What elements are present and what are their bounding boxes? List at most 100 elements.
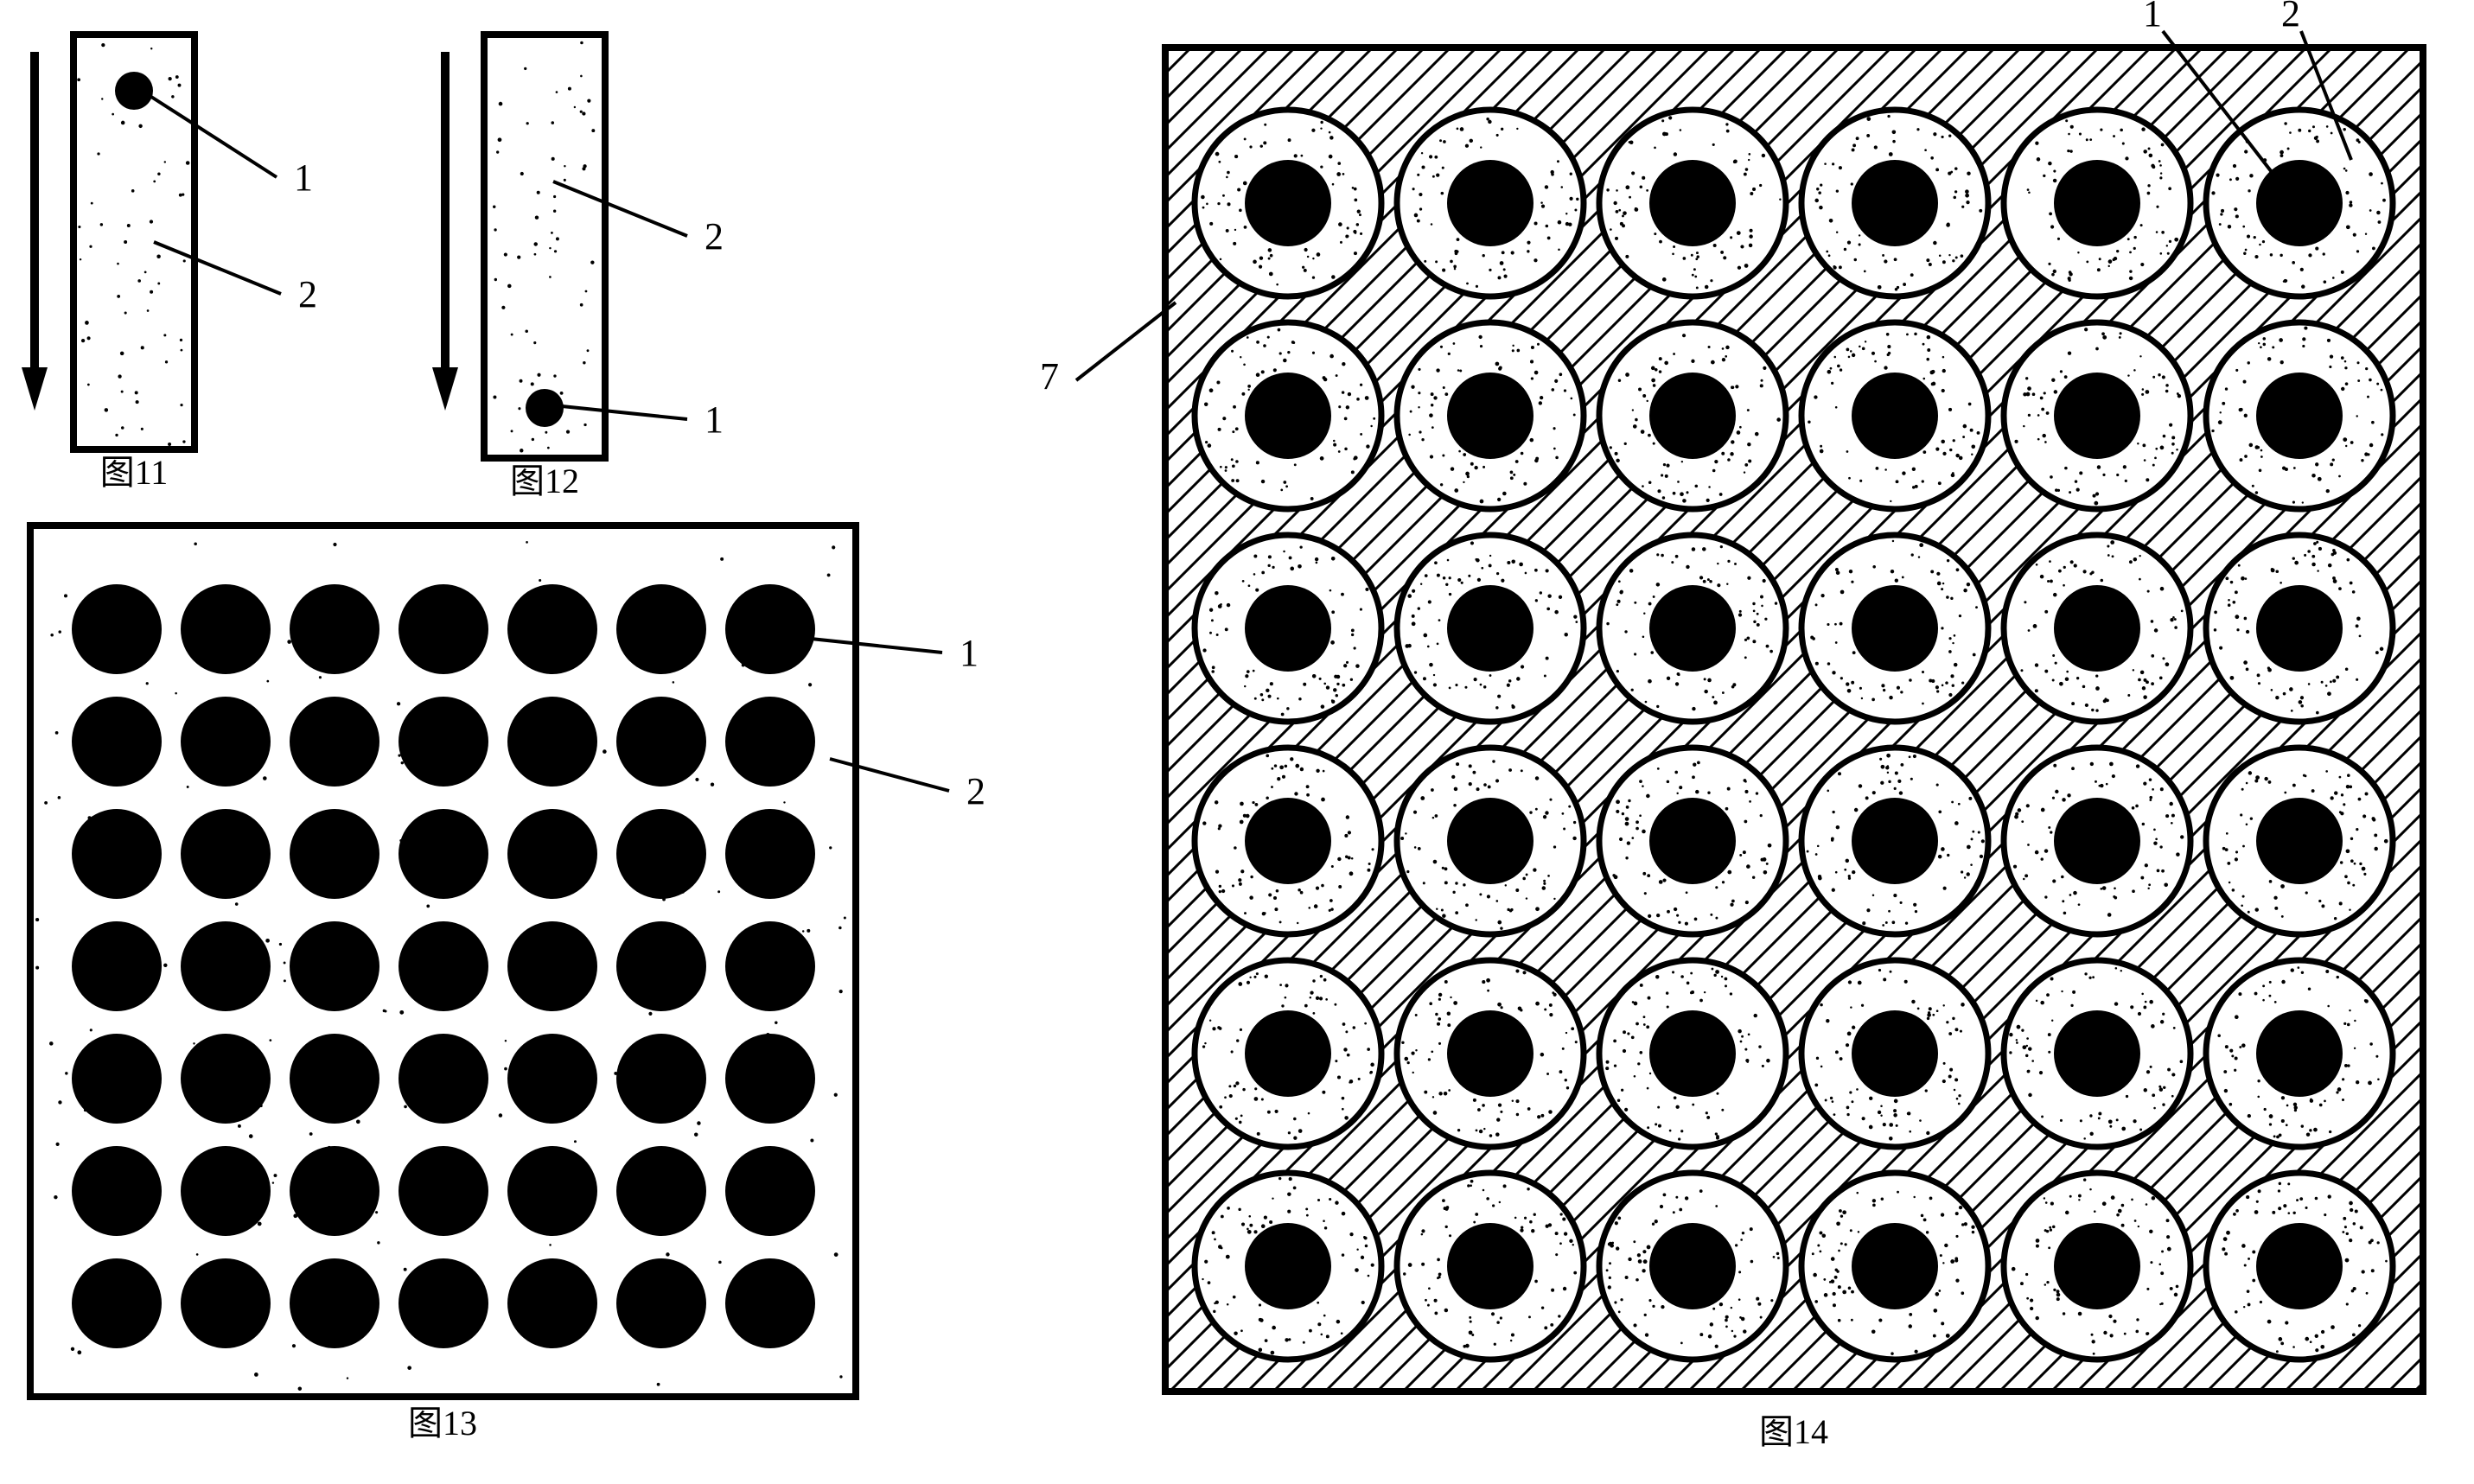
ring-core [1649,1010,1736,1097]
dot [181,584,271,674]
dot [290,1034,379,1124]
dot [725,1258,815,1348]
dot [290,1258,379,1348]
dot [399,1034,488,1124]
ring-core [1852,373,1938,459]
ring-core [1447,160,1533,246]
dot [290,697,379,787]
cell [1801,322,1988,509]
dot [507,1146,597,1236]
ring-core [1245,160,1331,246]
dot [725,1034,815,1124]
cell [2004,535,2190,722]
ring-core [1245,585,1331,672]
ring-core [1447,798,1533,884]
cell [2004,322,2190,509]
ring-core [1649,160,1736,246]
dot [507,921,597,1011]
ring-core [2256,1010,2343,1097]
ring-core [1852,160,1938,246]
cell [1801,1173,1988,1360]
dot [72,1034,162,1124]
label-1: 1 [705,398,724,441]
figure-12 [432,35,687,458]
cell [2206,110,2393,296]
caption-fig13: 图13 [408,1404,477,1443]
ring-core [1649,798,1736,884]
ring-core [2256,798,2343,884]
cell [1397,535,1584,722]
ring-core [1245,1223,1331,1309]
label-2: 2 [705,215,724,258]
cell [1195,748,1381,934]
dot [725,697,815,787]
dot [181,809,271,899]
cell [1195,322,1381,509]
ring-core [1852,1010,1938,1097]
cell [2004,748,2190,934]
cell [2004,960,2190,1147]
arrow-head [22,367,48,411]
ring-core [1649,585,1736,672]
ring-core [1447,1010,1533,1097]
cell [1599,322,1786,509]
dot [725,921,815,1011]
dot [616,809,706,899]
dot [507,697,597,787]
cell [1397,748,1584,934]
ring-core [2054,373,2140,459]
cell [1195,960,1381,1147]
seed-dot [115,72,153,110]
arrow-head [432,367,458,411]
dot [507,1034,597,1124]
cell [1599,1173,1786,1360]
label-2: 2 [298,273,317,315]
ring-core [1245,798,1331,884]
label-1: 1 [294,156,313,199]
ring-core [1649,1223,1736,1309]
ring-core [2054,1223,2140,1309]
cell [1599,960,1786,1147]
label-1: 1 [960,632,979,674]
ring-core [2054,1010,2140,1097]
ring-core [2256,1223,2343,1309]
cell [2206,1173,2393,1360]
cell [2004,1173,2190,1360]
ring-core [2054,798,2140,884]
dot [616,1258,706,1348]
cell [1195,110,1381,296]
cell [1397,960,1584,1147]
ring-core [1245,373,1331,459]
label-1: 1 [2143,0,2162,35]
dot [507,809,597,899]
dot [507,584,597,674]
figure-13 [30,525,949,1397]
dot [290,809,379,899]
caption-fig14: 图14 [1759,1412,1828,1451]
cell [1801,748,1988,934]
ring-core [1447,1223,1533,1309]
dot [72,697,162,787]
cell [1397,322,1584,509]
cell [1801,960,1988,1147]
ring-core [2256,373,2343,459]
ring-core [1447,373,1533,459]
dot [616,697,706,787]
dot [290,1146,379,1236]
dot [399,697,488,787]
dot [181,697,271,787]
ring-core [2256,585,2343,672]
seed-dot [526,389,564,427]
ring-core [1852,585,1938,672]
figure-11 [22,35,281,449]
dot [72,809,162,899]
dot [181,1034,271,1124]
dot [181,1146,271,1236]
cell [1195,535,1381,722]
ring-core [1447,585,1533,672]
dot [725,584,815,674]
cell [1801,110,1988,296]
dot [399,1146,488,1236]
cell [2206,748,2393,934]
dot [725,1146,815,1236]
